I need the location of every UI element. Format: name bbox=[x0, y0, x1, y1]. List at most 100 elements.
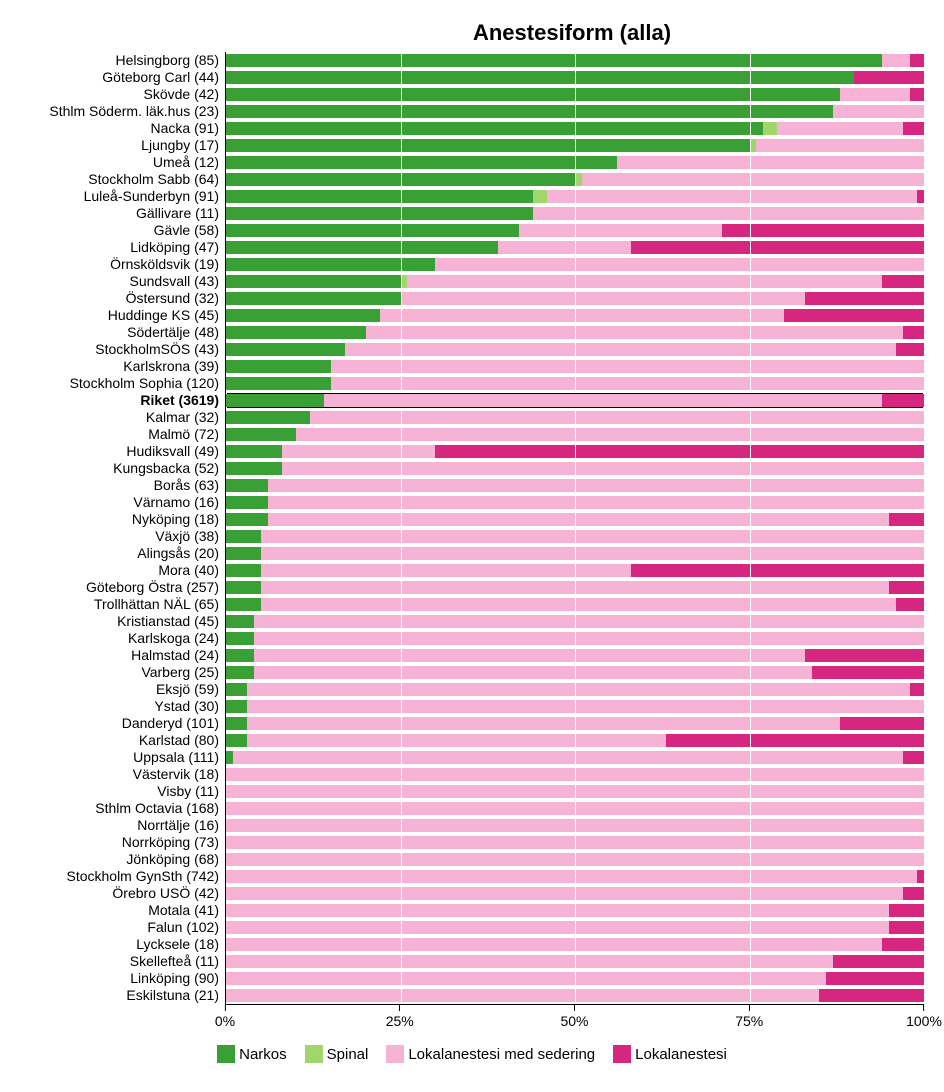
bar-segment-lokal_sed bbox=[254, 666, 812, 679]
bar-segment-lokal_sed bbox=[226, 853, 924, 866]
bar-row bbox=[226, 919, 924, 936]
bar-segment-lokal_sed bbox=[226, 938, 882, 951]
bar-row bbox=[226, 460, 924, 477]
x-tick-mark bbox=[399, 1005, 400, 1011]
bar-segment-lokal_sed bbox=[407, 275, 882, 288]
bar-segment-lokal_sed bbox=[345, 343, 896, 356]
bar-segment-narkos bbox=[226, 751, 233, 764]
y-axis-label: Sundsvall (43) bbox=[20, 273, 225, 290]
bar-segment-lokal bbox=[882, 394, 924, 407]
bar-segment-lokal bbox=[805, 292, 924, 305]
bar-track bbox=[226, 853, 924, 866]
bar-track bbox=[226, 989, 924, 1002]
bar-track bbox=[226, 870, 924, 883]
bar-segment-lokal bbox=[889, 904, 924, 917]
bar-segment-narkos bbox=[226, 377, 331, 390]
legend-item: Lokalanestesi med sedering bbox=[386, 1045, 595, 1063]
bar-row bbox=[226, 800, 924, 817]
bar-track bbox=[226, 411, 924, 424]
bar-row bbox=[226, 409, 924, 426]
bar-row bbox=[226, 205, 924, 222]
y-axis-label: Stockholm Sabb (64) bbox=[20, 171, 225, 188]
y-axis-label: Norrköping (73) bbox=[20, 834, 225, 851]
bar-row bbox=[226, 885, 924, 902]
bar-track bbox=[226, 921, 924, 934]
x-tick-label: 100% bbox=[906, 1013, 942, 1029]
bar-row bbox=[226, 69, 924, 86]
y-axis-label: StockholmSÖS (43) bbox=[20, 341, 225, 358]
bar-row bbox=[226, 222, 924, 239]
y-axis-label: Jönköping (68) bbox=[20, 851, 225, 868]
bar-segment-spinal bbox=[533, 190, 547, 203]
x-tick-label: 25% bbox=[386, 1013, 414, 1029]
bar-track bbox=[226, 156, 924, 169]
bar-segment-narkos bbox=[226, 734, 247, 747]
bar-segment-lokal bbox=[917, 870, 924, 883]
bar-segment-lokal_sed bbox=[261, 547, 924, 560]
bar-row bbox=[226, 358, 924, 375]
legend-swatch bbox=[217, 1045, 235, 1063]
bar-row bbox=[226, 715, 924, 732]
x-tick: 25% bbox=[386, 1005, 414, 1029]
bar-segment-lokal_sed bbox=[840, 88, 910, 101]
bar-track bbox=[226, 802, 924, 815]
bar-track bbox=[226, 904, 924, 917]
bar-segment-narkos bbox=[226, 309, 380, 322]
y-axis-label: Ljungby (17) bbox=[20, 137, 225, 154]
y-axis-label: Västervik (18) bbox=[20, 766, 225, 783]
bar-segment-narkos bbox=[226, 394, 324, 407]
bar-row bbox=[226, 426, 924, 443]
bar-segment-narkos bbox=[226, 598, 261, 611]
y-axis-label: Falun (102) bbox=[20, 919, 225, 936]
y-axis-label: Halmstad (24) bbox=[20, 647, 225, 664]
bar-track bbox=[226, 343, 924, 356]
y-axis-label: Kalmar (32) bbox=[20, 409, 225, 426]
y-axis-label: Umeå (12) bbox=[20, 154, 225, 171]
bar-segment-lokal_sed bbox=[366, 326, 903, 339]
bar-segment-lokal_sed bbox=[756, 139, 924, 152]
x-tick-label: 50% bbox=[560, 1013, 588, 1029]
x-tick: 100% bbox=[906, 1005, 942, 1029]
bar-row bbox=[226, 698, 924, 715]
bar-row bbox=[226, 953, 924, 970]
bar-segment-lokal_sed bbox=[261, 530, 924, 543]
bar-row bbox=[226, 86, 924, 103]
y-axis-label: Uppsala (111) bbox=[20, 749, 225, 766]
bar-row bbox=[226, 188, 924, 205]
x-tick-label: 75% bbox=[735, 1013, 763, 1029]
bar-row bbox=[226, 749, 924, 766]
bar-track bbox=[226, 496, 924, 509]
bar-row bbox=[226, 154, 924, 171]
bar-segment-narkos bbox=[226, 411, 310, 424]
y-axis-label: Karlskrona (39) bbox=[20, 358, 225, 375]
bar-segment-narkos bbox=[226, 496, 268, 509]
bar-segment-lokal bbox=[889, 513, 924, 526]
bar-row bbox=[226, 732, 924, 749]
legend-swatch bbox=[613, 1045, 631, 1063]
y-axis-label: Gällivare (11) bbox=[20, 205, 225, 222]
bar-track bbox=[226, 224, 924, 237]
bar-track bbox=[226, 258, 924, 271]
bar-segment-lokal bbox=[819, 989, 924, 1002]
bar-track bbox=[226, 190, 924, 203]
bar-track bbox=[226, 938, 924, 951]
bar-segment-lokal_sed bbox=[226, 904, 889, 917]
bar-row bbox=[226, 834, 924, 851]
bar-segment-lokal bbox=[903, 751, 924, 764]
bar-track bbox=[226, 445, 924, 458]
bar-segment-narkos bbox=[226, 360, 331, 373]
bar-segment-lokal bbox=[722, 224, 924, 237]
y-axis-label: Visby (11) bbox=[20, 783, 225, 800]
bar-row bbox=[226, 528, 924, 545]
y-axis-labels: Helsingborg (85)Göteborg Carl (44)Skövde… bbox=[20, 52, 225, 1005]
bar-segment-lokal bbox=[631, 241, 924, 254]
bar-track bbox=[226, 71, 924, 84]
y-axis-label: Östersund (32) bbox=[20, 290, 225, 307]
y-axis-label: Stockholm Sophia (120) bbox=[20, 375, 225, 392]
bar-segment-narkos bbox=[226, 241, 498, 254]
bar-segment-lokal_sed bbox=[261, 581, 889, 594]
y-axis-label: Mora (40) bbox=[20, 562, 225, 579]
anesthesia-chart: Anestesiform (alla) Helsingborg (85)Göte… bbox=[20, 20, 924, 1063]
bar-segment-lokal_sed bbox=[268, 479, 924, 492]
bar-segment-lokal_sed bbox=[233, 751, 903, 764]
